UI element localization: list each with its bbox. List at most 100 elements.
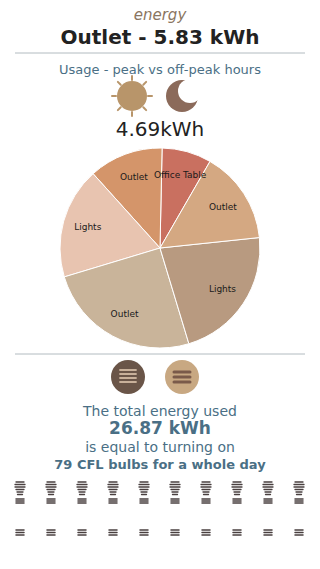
small-bulb-base (264, 502, 272, 504)
small-bulb (232, 482, 242, 535)
small-bulb-line (235, 494, 240, 495)
infographic: Outlet - 5.83 kWhenergyUsage - peak vs o… (0, 0, 320, 569)
small-bulb-line (141, 491, 147, 492)
bulb-icon-line (120, 377, 136, 379)
small-bulb-base (295, 534, 303, 536)
small-bulb-line (232, 484, 242, 485)
sun-icon-disc (117, 81, 147, 111)
sun-icon-ray (112, 95, 116, 97)
small-bulb-line (204, 494, 209, 495)
small-bulb-line (80, 494, 85, 495)
small-bulb-line (201, 484, 211, 485)
small-bulb-base (233, 532, 241, 534)
title: Outlet - 5.83 kWh (61, 25, 260, 49)
small-bulb-line (263, 486, 273, 487)
small-bulb (170, 482, 180, 535)
slice-label: Lights (209, 284, 236, 294)
small-bulb-line (201, 486, 211, 487)
small-bulb-line (108, 486, 118, 487)
small-bulb-line (139, 486, 149, 487)
annotation: Usage - peak vs off-peak hours (59, 62, 261, 77)
annotation: 79 CFL bulbs for a whole day (54, 457, 266, 472)
menu-icon-disc (165, 360, 199, 394)
sun-icon-ray (131, 112, 133, 116)
annotation: is equal to turning on (85, 439, 235, 455)
small-bulb (139, 482, 149, 535)
menu-icon-line (174, 371, 190, 374)
small-bulb-line (47, 489, 55, 490)
small-bulb-line (49, 494, 54, 495)
small-bulb-line (140, 481, 148, 482)
small-bulb-base (140, 502, 148, 504)
small-bulb-line (233, 489, 241, 490)
small-bulb-line (233, 481, 241, 482)
slice-label: Outlet (111, 309, 139, 319)
moon-icon-cover (178, 79, 202, 103)
small-bulb-line (78, 489, 86, 490)
small-bulb-line (264, 481, 272, 482)
small-bulb-base (264, 500, 272, 502)
small-bulb-base (264, 498, 272, 500)
small-bulb-base (16, 532, 24, 534)
small-bulb (77, 482, 87, 535)
annotation: 4.69kWh (116, 117, 205, 141)
sun-icon-ray (118, 107, 121, 110)
small-bulb-line (140, 489, 148, 490)
small-bulb-base (233, 500, 241, 502)
small-bulb-base (140, 534, 148, 536)
slice-label: Outlet (120, 172, 148, 182)
small-bulb-line (234, 491, 240, 492)
small-bulb-base (233, 529, 241, 531)
sun-icon-ray (131, 76, 133, 80)
small-bulb-line (173, 494, 178, 495)
menu-icon (165, 360, 199, 394)
small-bulb (46, 482, 56, 535)
sun-icon-ray (143, 107, 146, 110)
menu-icon-line (174, 381, 190, 384)
bulb-icon-line (120, 369, 136, 371)
small-bulb-line (172, 491, 178, 492)
small-bulb-line (139, 484, 149, 485)
small-bulb-line (266, 494, 271, 495)
annotation: 26.87 kWh (109, 418, 211, 438)
small-bulb-base (109, 498, 117, 500)
small-bulb-line (15, 484, 25, 485)
small-bulb-base (295, 502, 303, 504)
small-bulb-base (264, 529, 272, 531)
sun-icon-ray (148, 95, 152, 97)
small-bulb-line (296, 491, 302, 492)
small-bulb-line (15, 486, 25, 487)
small-bulb (15, 482, 25, 535)
small-bulb-line (171, 481, 179, 482)
divider (15, 354, 305, 355)
small-bulb-base (295, 500, 303, 502)
small-bulb-line (109, 489, 117, 490)
bulb-row (15, 482, 304, 535)
small-bulb (108, 482, 118, 535)
small-bulb-line (79, 491, 85, 492)
small-bulb-base (78, 498, 86, 500)
small-bulb-line (111, 494, 116, 495)
small-bulb-base (171, 534, 179, 536)
small-bulb-base (109, 534, 117, 536)
small-bulb-base (140, 498, 148, 500)
annotation: The total energy used (82, 403, 237, 419)
small-bulb-base (171, 502, 179, 504)
small-bulb-line (202, 489, 210, 490)
small-bulb-base (295, 532, 303, 534)
small-bulb-line (46, 484, 56, 485)
small-bulb-base (47, 498, 55, 500)
small-bulb-base (109, 502, 117, 504)
small-bulb-line (232, 486, 242, 487)
pie (60, 148, 260, 348)
small-bulb-base (109, 529, 117, 531)
small-bulb-line (264, 489, 272, 490)
menu-icon-line (174, 376, 190, 379)
small-bulb-line (265, 491, 271, 492)
pie-slice (160, 238, 260, 344)
small-bulb-base (78, 500, 86, 502)
small-bulb-line (171, 489, 179, 490)
small-bulb-base (295, 529, 303, 531)
small-bulb-base (202, 500, 210, 502)
small-bulb-base (109, 532, 117, 534)
